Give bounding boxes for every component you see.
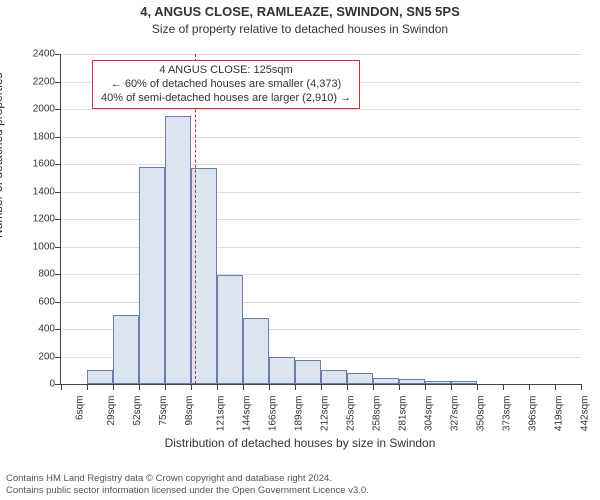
gridline	[61, 54, 581, 55]
histogram-bar	[399, 379, 424, 384]
histogram-bar	[295, 360, 320, 384]
xtick-label: 304sqm	[424, 396, 435, 432]
annotation-line-3: 40% of semi-detached houses are larger (…	[101, 92, 351, 106]
xtick-label: 166sqm	[268, 396, 279, 432]
xtick-label: 212sqm	[320, 396, 331, 432]
ytick-label: 200	[38, 351, 55, 362]
ytick-label: 1600	[33, 159, 55, 170]
histogram-bar	[113, 315, 138, 384]
ytick	[55, 302, 61, 303]
ytick	[55, 82, 61, 83]
xtick	[425, 384, 426, 390]
ytick-label: 800	[38, 269, 55, 280]
xtick	[529, 384, 530, 390]
xtick-label: 396sqm	[528, 396, 539, 432]
xtick-label: 373sqm	[502, 396, 513, 432]
xtick	[87, 384, 88, 390]
ytick-label: 0	[49, 379, 55, 390]
ytick-label: 2000	[33, 104, 55, 115]
xtick-label: 144sqm	[242, 396, 253, 432]
xtick	[451, 384, 452, 390]
annotation-box: 4 ANGUS CLOSE: 125sqm ← 60% of detached …	[92, 60, 360, 109]
histogram-bar	[347, 373, 372, 384]
xtick	[61, 384, 62, 390]
xtick-label: 121sqm	[216, 396, 227, 432]
attribution-line-2: Contains public sector information licen…	[6, 485, 369, 496]
annotation-line-1: 4 ANGUS CLOSE: 125sqm	[101, 64, 351, 78]
ytick	[55, 329, 61, 330]
gridline	[61, 164, 581, 165]
xtick	[165, 384, 166, 390]
xtick-label: 327sqm	[450, 396, 461, 432]
histogram-bar	[165, 116, 190, 384]
ytick	[55, 137, 61, 138]
ytick	[55, 247, 61, 248]
histogram-bar	[87, 370, 112, 384]
ytick-label: 400	[38, 324, 55, 335]
xtick	[295, 384, 296, 390]
chart-title: 4, ANGUS CLOSE, RAMLEAZE, SWINDON, SN5 5…	[0, 4, 600, 19]
xtick	[139, 384, 140, 390]
chart-frame: 4, ANGUS CLOSE, RAMLEAZE, SWINDON, SN5 5…	[0, 0, 600, 500]
attribution: Contains HM Land Registry data © Crown c…	[6, 473, 369, 496]
xtick-label: 419sqm	[554, 396, 565, 432]
xtick	[503, 384, 504, 390]
ytick	[55, 164, 61, 165]
histogram-bar	[425, 381, 450, 384]
xtick	[477, 384, 478, 390]
histogram-bar	[243, 318, 268, 384]
ytick-label: 2200	[33, 76, 55, 87]
attribution-line-1: Contains HM Land Registry data © Crown c…	[6, 473, 369, 484]
xtick-label: 6sqm	[74, 396, 85, 420]
xtick-label: 442sqm	[580, 396, 591, 432]
ytick-label: 1800	[33, 131, 55, 142]
xtick	[373, 384, 374, 390]
xtick	[217, 384, 218, 390]
ytick	[55, 192, 61, 193]
xtick	[399, 384, 400, 390]
xtick	[269, 384, 270, 390]
xtick-label: 189sqm	[294, 396, 305, 432]
histogram-bar	[217, 275, 242, 384]
x-axis-label: Distribution of detached houses by size …	[0, 436, 600, 450]
xtick-label: 52sqm	[132, 396, 143, 426]
ytick-label: 1000	[33, 241, 55, 252]
ytick	[55, 274, 61, 275]
xtick-label: 98sqm	[184, 396, 195, 426]
annotation-line-2: ← 60% of detached houses are smaller (4,…	[101, 78, 351, 92]
xtick-label: 350sqm	[476, 396, 487, 432]
xtick-label: 29sqm	[106, 396, 117, 426]
xtick	[347, 384, 348, 390]
histogram-bar	[139, 167, 164, 384]
ytick-label: 1400	[33, 186, 55, 197]
ytick	[55, 219, 61, 220]
ytick	[55, 357, 61, 358]
xtick-label: 75sqm	[158, 396, 169, 426]
xtick-label: 281sqm	[398, 396, 409, 432]
ytick-label: 600	[38, 296, 55, 307]
y-axis-label: Number of detached properties	[0, 73, 5, 238]
ytick	[55, 54, 61, 55]
xtick-label: 235sqm	[346, 396, 357, 432]
xtick	[113, 384, 114, 390]
gridline	[61, 137, 581, 138]
xtick	[555, 384, 556, 390]
xtick	[191, 384, 192, 390]
chart-subtitle: Size of property relative to detached ho…	[0, 22, 600, 36]
xtick	[581, 384, 582, 390]
ytick	[55, 109, 61, 110]
xtick	[321, 384, 322, 390]
xtick	[243, 384, 244, 390]
histogram-bar	[269, 357, 294, 385]
ytick-label: 2400	[33, 49, 55, 60]
ytick-label: 1200	[33, 214, 55, 225]
histogram-bar	[451, 381, 476, 384]
histogram-bar	[321, 370, 346, 384]
xtick-label: 258sqm	[372, 396, 383, 432]
histogram-bar	[373, 378, 398, 384]
